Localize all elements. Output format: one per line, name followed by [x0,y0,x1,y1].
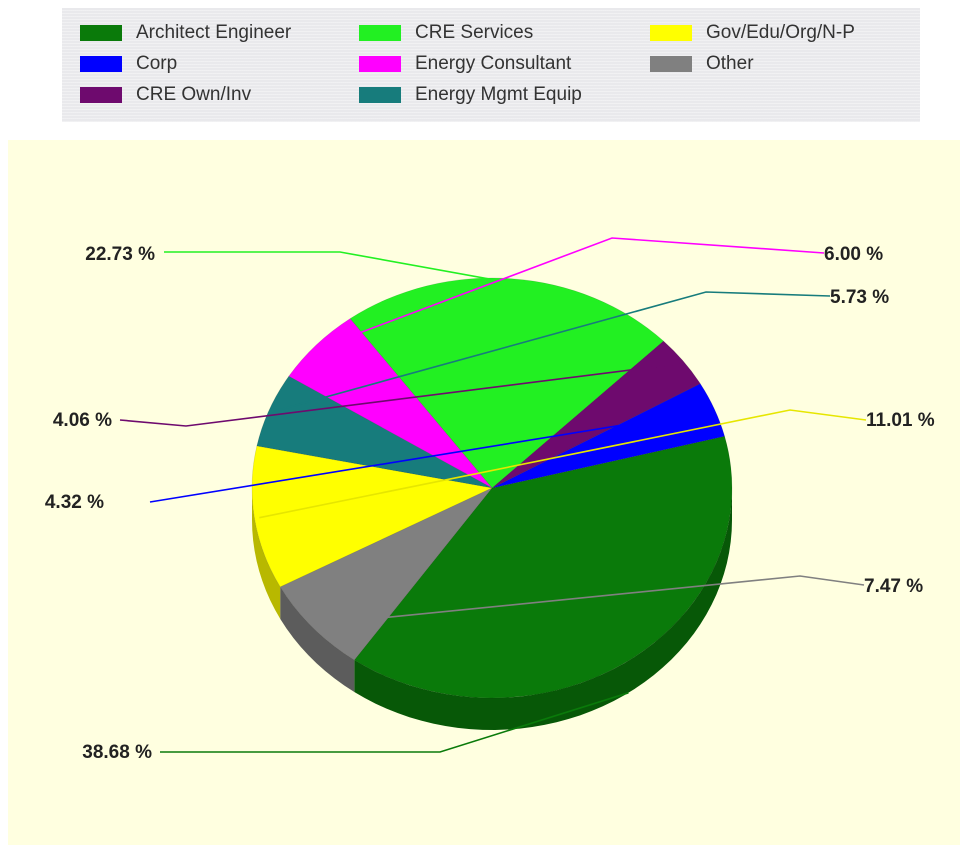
legend-swatch [359,56,401,72]
leader-line [273,291,831,413]
legend-item-architect-engineer: Architect Engineer [80,22,291,44]
leader-line [259,409,867,519]
legend-label: Energy Mgmt Equip [415,84,582,105]
pie-data-label: 5.73 % [830,287,889,308]
pie-slice-cre-services[interactable] [349,277,664,489]
legend-item-cre-services: CRE Services [359,22,533,44]
leader-line [119,363,680,427]
pie-slice-other[interactable] [279,487,493,661]
legend-item-gov-edu-org-np: Gov/Edu/Org/N-P [650,22,855,44]
chart-legend: Architect Engineer Corp CRE Own/Inv CRE … [62,8,920,122]
pie-data-label: 4.32 % [45,492,104,513]
leader-line [315,575,865,626]
leader-line [319,237,825,349]
legend-label: Other [706,53,754,74]
legend-item-energy-mgmt-equip: Energy Mgmt Equip [359,84,582,106]
legend-item-energy-consultant: Energy Consultant [359,53,571,75]
legend-swatch [80,25,122,41]
legend-label: Corp [136,53,178,74]
leader-line [164,251,512,284]
pie-slice-cre-own-inv[interactable] [491,340,701,489]
leader-line [160,692,629,753]
pie-data-label: 22.73 % [85,244,155,265]
legend-swatch [359,87,401,103]
legend-label: CRE Services [415,22,534,43]
legend-label: Gov/Edu/Org/N-P [706,22,855,43]
pie-data-label: 6.00 % [824,244,883,265]
legend-item-corp: Corp [80,53,177,75]
legend-swatch [80,56,122,72]
legend-swatch [650,56,692,72]
legend-label: Energy Consultant [415,53,572,74]
pie-slice-gov-edu-org-n-p[interactable] [251,445,493,588]
pie-data-label: 11.01 % [866,410,935,431]
legend-item-other: Other [650,53,754,75]
legend-swatch [359,25,401,41]
pie-slice-corp[interactable] [491,383,725,489]
pie-data-label: 7.47 % [864,576,923,597]
pie-slice-architect-engineer[interactable] [353,435,733,699]
pie-side-gov-edu-org-n-p [252,488,281,619]
legend-label: Architect Engineer [136,22,292,43]
pie-data-label: 4.06 % [53,410,112,431]
legend-swatch [80,87,122,103]
pie-slice-energy-consultant[interactable] [288,318,493,489]
legend-swatch [650,25,692,41]
legend-label: CRE Own/Inv [136,84,252,105]
pie-data-label: 38.68 % [82,742,152,763]
pie-side-other [280,586,355,693]
pie-side-architect-engineer [354,488,732,730]
legend-item-cre-own-inv: CRE Own/Inv [80,84,251,106]
pie-slice-energy-mgmt-equip[interactable] [256,375,493,489]
leader-line [149,410,711,503]
